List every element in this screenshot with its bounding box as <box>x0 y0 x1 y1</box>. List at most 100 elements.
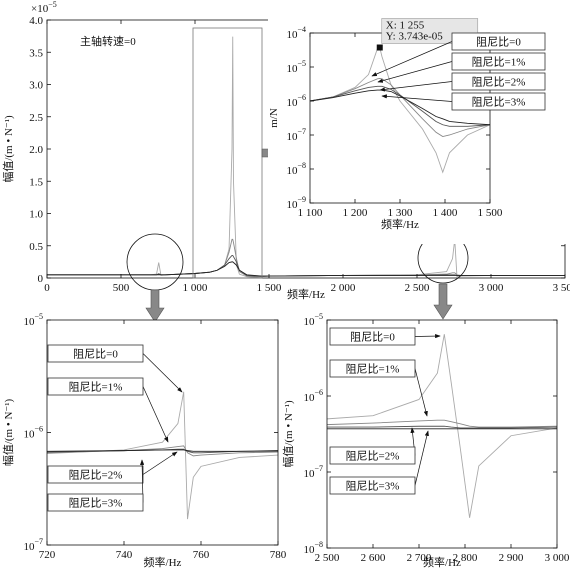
x-tick-label: 1 100 <box>298 207 323 219</box>
legend-arrow <box>414 368 428 417</box>
y-tick-label: 10−6 <box>303 388 323 404</box>
x-axis-label: 频率/Hz <box>381 217 419 231</box>
x-tick-label: 720 <box>39 549 56 561</box>
y-tick-base: 10 <box>23 316 35 328</box>
block-arrow <box>145 289 165 323</box>
y-tick-exponent: −7 <box>314 464 323 473</box>
x-tick-label: 3 500 <box>553 282 570 294</box>
y-tick-label: 10−6 <box>23 425 43 441</box>
bottom-right-chart: 2 500 2 600 2 700 2 800 2 900 3 00010−810−710… <box>282 312 570 569</box>
y-tick-base: 10 <box>286 29 298 41</box>
datatip-y: Y: 3.743e-05 <box>386 31 444 43</box>
legend-box <box>47 377 144 396</box>
x-tick-label: 3 000 <box>479 282 504 294</box>
block-arrow <box>433 283 453 320</box>
y-tick-label: 1.5 <box>29 176 43 188</box>
y-tick-label: 0.5 <box>29 241 43 253</box>
x-tick-label: 1 500 <box>257 282 282 294</box>
x-tick-label: 1 200 <box>343 207 368 219</box>
x-tick-label: 1 400 <box>433 207 458 219</box>
legend-box <box>451 32 546 51</box>
series-line <box>326 334 558 518</box>
legend-label: 阻尼比=0 <box>73 348 118 361</box>
legend-box <box>329 476 416 495</box>
legend-label: 阻尼比=3% <box>346 480 400 493</box>
legend-arrow <box>377 61 453 83</box>
y-tick-exponent: −9 <box>297 195 306 204</box>
legend-box <box>329 446 416 465</box>
x-tick-label: 2 700 <box>407 552 432 564</box>
axes-frame <box>326 319 558 549</box>
y-tick-exponent: −6 <box>314 388 323 397</box>
legend-box <box>47 493 144 512</box>
legend-arrow <box>142 386 169 443</box>
y-tick-base: 10 <box>286 97 298 109</box>
y-tick-label: 10−5 <box>23 312 43 328</box>
y-tick-base: 10 <box>286 131 298 143</box>
y-tick-base: 10 <box>303 392 315 404</box>
y-tick-exponent: −8 <box>314 540 323 549</box>
y-tick-label: 10−7 <box>23 537 43 553</box>
y-tick-label: 10−7 <box>286 127 306 143</box>
y-tick-base: 10 <box>286 165 298 177</box>
y-tick-base: 10 <box>286 63 298 75</box>
y-tick-label: 3.5 <box>29 47 43 59</box>
y-tick-base: 10 <box>303 316 315 328</box>
x-tick-label: 2 800 <box>453 552 478 564</box>
series-line <box>47 261 565 277</box>
y-tick-label: 10−7 <box>303 464 323 480</box>
series-line <box>309 78 491 138</box>
y-tick-label: 10−8 <box>286 161 306 177</box>
y-tick-base: 10 <box>303 544 315 556</box>
y-tick-exponent: −7 <box>297 127 306 136</box>
x-tick-label: 1 300 <box>388 207 413 219</box>
legend-arrow <box>381 94 453 102</box>
legend-arrow <box>414 333 441 339</box>
y-axis-label: 幅值/(m • N⁻¹) <box>282 400 295 468</box>
legend-box <box>47 344 144 363</box>
y-tick-label: 0 <box>38 273 44 285</box>
y-tick-exponent: −6 <box>297 93 306 102</box>
x-tick-label: 1 500 <box>478 207 503 219</box>
y-tick-label: 10−6 <box>286 93 306 109</box>
legend-label: 阻尼比=2% <box>69 469 123 482</box>
legend-box <box>329 327 416 346</box>
x-tick-label: 740 <box>116 549 133 561</box>
multiplier-base: ×10 <box>31 3 49 15</box>
legend-label: 阻尼比=3% <box>69 497 123 510</box>
series-line <box>327 425 558 429</box>
y-tick-base: 10 <box>23 541 35 553</box>
y-tick-label: 3.0 <box>29 80 43 92</box>
x-tick-label: 0 <box>44 282 50 294</box>
x-axis-label: 频率/Hz <box>423 555 461 569</box>
y-tick-label: 4.0 <box>29 15 43 27</box>
datatip-x: X: 1 255 <box>386 20 425 32</box>
y-tick-label: 2.5 <box>29 112 43 124</box>
legend-label: 阻尼比=1% <box>346 363 400 376</box>
legend-box <box>451 72 546 91</box>
x-tick-label: 2 600 <box>361 552 386 564</box>
y-tick-label: 10−9 <box>286 195 306 211</box>
x-tick-label: 760 <box>193 549 210 561</box>
y-axis-label: 幅值/(m • N⁻¹) <box>2 115 15 183</box>
y-tick-exponent: −4 <box>297 25 306 34</box>
x-tick-label: 1 000 <box>183 282 208 294</box>
y-tick-exponent: −5 <box>297 59 306 68</box>
y-tick-exponent: −7 <box>34 537 43 546</box>
multiplier-exponent: −5 <box>48 0 57 9</box>
y-tick-exponent: −5 <box>34 312 43 321</box>
legend-label: 阻尼比=3% <box>472 96 526 109</box>
legend-box <box>47 465 144 484</box>
y-axis-label: 幅值/(m • N⁻¹) <box>2 398 15 466</box>
x-tick-label: 2 900 <box>499 552 524 564</box>
y-multiplier: ×10−5 <box>31 0 57 15</box>
y-tick-label: 10−5 <box>303 312 323 328</box>
legend-label: 阻尼比=0 <box>476 36 521 49</box>
y-tick-label: 10−8 <box>303 540 323 556</box>
series-line <box>46 449 279 452</box>
legend-label: 阻尼比=2% <box>472 76 526 89</box>
legend-box <box>451 52 546 71</box>
legend-arrow <box>142 451 178 475</box>
